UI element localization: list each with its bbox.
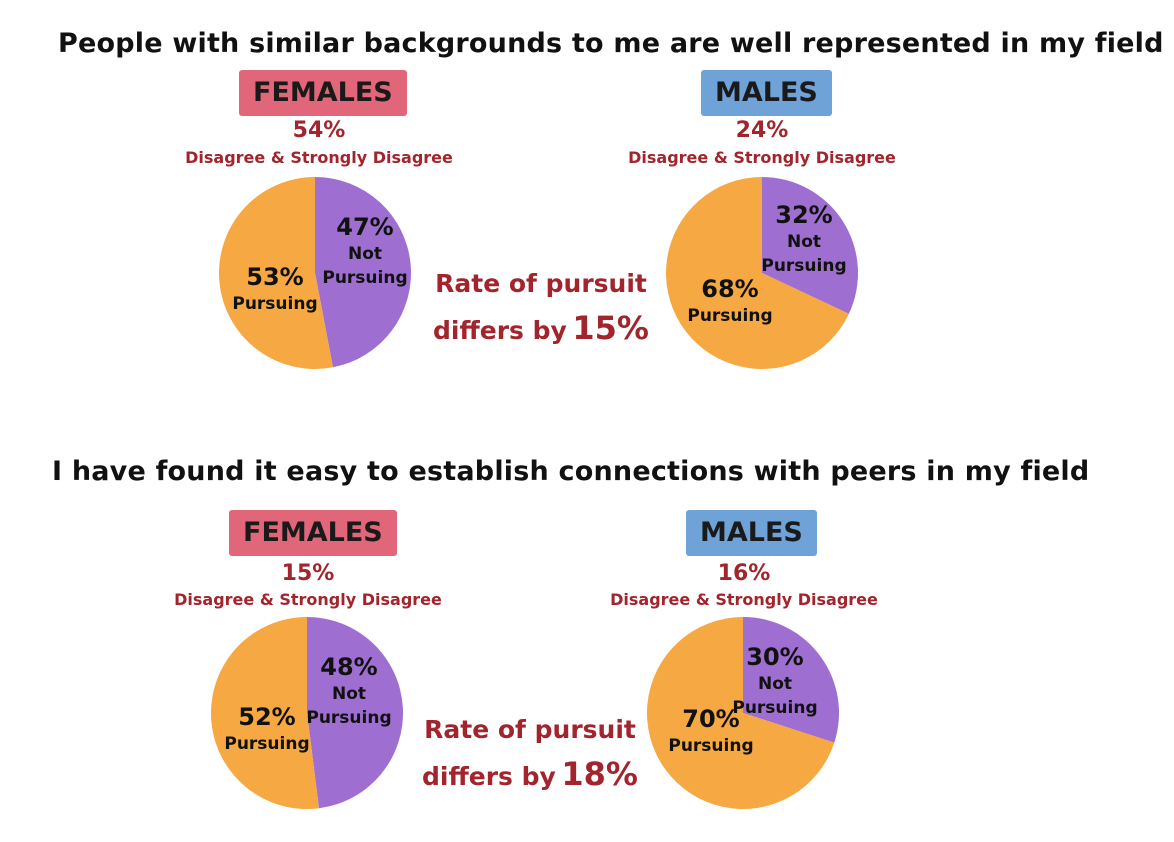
pursuit-line1: Rate of pursuit [424, 715, 636, 744]
females-disagree-label-2: Disagree & Strongly Disagree [174, 590, 442, 609]
pursuing-label: Pursuing [224, 734, 309, 754]
slice-pursuing [666, 177, 849, 369]
pursuit-line2: differs by [422, 762, 556, 791]
pursuing-label: Pursuing [668, 736, 753, 756]
section-title-2: I have found it easy to establish connec… [52, 456, 1090, 487]
pursuit-difference-2: Rate of pursuit differs by 18% [410, 708, 650, 802]
males-disagree-pct-1: 24% [735, 118, 789, 143]
not-pursuing-label-line2: Pursuing [322, 268, 407, 288]
pursuing-label: Pursuing [232, 294, 317, 314]
slice-pursuing [219, 177, 333, 369]
pursuit-difference-1: Rate of pursuit differs by 15% [421, 262, 661, 356]
not-pursuing-label-line1: Not [787, 232, 821, 252]
females-disagree-label-1: Disagree & Strongly Disagree [185, 148, 453, 167]
pie-chart-females-2: 48% Not Pursuing 52% Pursuing [211, 617, 403, 809]
not-pursuing-label-line1: Not [758, 674, 792, 694]
slice-pursuing [211, 617, 320, 809]
not-pursuing-label-line2: Pursuing [306, 708, 391, 728]
males-label-1: MALES [701, 70, 832, 116]
not-pursuing-pct-label: 32% [775, 201, 832, 229]
males-disagree-label-1: Disagree & Strongly Disagree [628, 148, 896, 167]
females-label-1: FEMALES [239, 70, 407, 116]
not-pursuing-pct-label: 30% [746, 643, 803, 671]
slice-not-pursuing [315, 177, 411, 368]
females-label-2: FEMALES [229, 510, 397, 556]
not-pursuing-label-line2: Pursuing [732, 698, 817, 718]
not-pursuing-label-line1: Not [348, 244, 382, 264]
slice-pursuing [647, 617, 835, 809]
males-label-2: MALES [686, 510, 817, 556]
pursuing-pct-label: 70% [682, 705, 739, 733]
section-title-1: People with similar backgrounds to me ar… [58, 28, 1164, 59]
pursuing-pct-label: 53% [246, 263, 303, 291]
males-disagree-label-2: Disagree & Strongly Disagree [610, 590, 878, 609]
slice-not-pursuing [762, 177, 858, 314]
slice-not-pursuing [743, 617, 839, 743]
not-pursuing-label-line1: Not [332, 684, 366, 704]
pursuit-line2: differs by [433, 316, 567, 345]
not-pursuing-pct-label: 48% [320, 653, 377, 681]
not-pursuing-pct-label: 47% [336, 213, 393, 241]
males-disagree-pct-2: 16% [717, 561, 771, 586]
females-disagree-pct-1: 54% [292, 118, 346, 143]
females-disagree-pct-2: 15% [281, 561, 335, 586]
pie-chart-females-1: 47% Not Pursuing 53% Pursuing [219, 177, 411, 369]
slice-not-pursuing [307, 617, 403, 809]
pursuit-value: 18% [561, 755, 638, 793]
pursuit-line1: Rate of pursuit [435, 269, 647, 298]
pursuit-value: 15% [572, 309, 649, 347]
pursuing-pct-label: 52% [238, 703, 295, 731]
pursuing-label: Pursuing [687, 306, 772, 326]
not-pursuing-label-line2: Pursuing [761, 256, 846, 276]
pursuing-pct-label: 68% [701, 275, 758, 303]
